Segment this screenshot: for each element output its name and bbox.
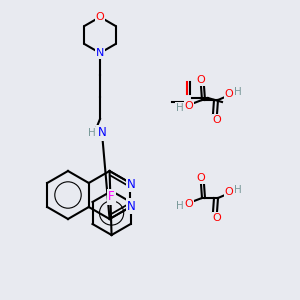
Text: O: O (184, 199, 194, 209)
Text: O: O (213, 213, 221, 223)
Text: H: H (176, 201, 184, 211)
Text: O: O (196, 173, 206, 183)
Text: H: H (234, 185, 242, 195)
Text: O: O (213, 115, 221, 125)
Text: H: H (234, 87, 242, 97)
Text: N: N (127, 200, 136, 212)
Text: N: N (127, 178, 136, 190)
Text: F: F (108, 190, 115, 203)
Text: N: N (98, 127, 106, 140)
Text: N: N (96, 48, 104, 58)
Text: O: O (225, 187, 233, 197)
Text: O: O (96, 12, 104, 22)
Text: O: O (184, 101, 194, 111)
Text: O: O (225, 89, 233, 99)
Text: O: O (196, 75, 206, 85)
Text: H: H (88, 128, 96, 138)
Text: H: H (176, 103, 184, 113)
